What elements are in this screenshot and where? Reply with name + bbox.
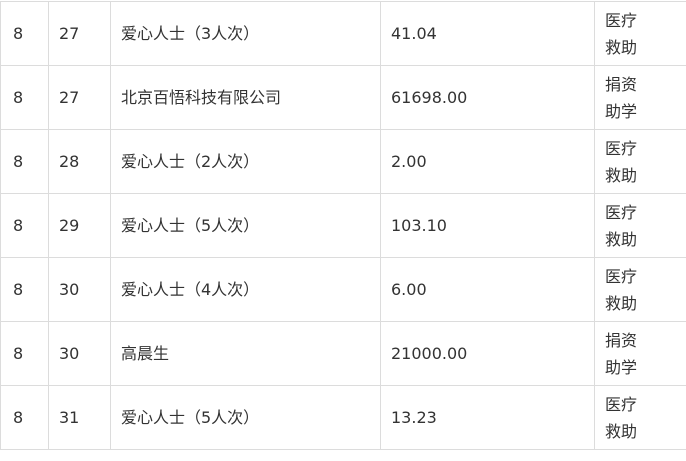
- purpose-cell-text: 医疗救助: [605, 394, 638, 441]
- day-cell: 30: [48, 257, 111, 322]
- amount-cell: 103.10: [380, 193, 595, 258]
- donor-cell-text: 高晨生: [121, 344, 170, 363]
- amount-cell: 6.00: [380, 257, 595, 322]
- amount-cell: 13.23: [380, 385, 595, 450]
- month-cell-text: 8: [13, 24, 24, 43]
- month-cell: 8: [0, 385, 49, 450]
- donor-cell-text: 北京百悟科技有限公司: [121, 88, 282, 107]
- purpose-cell: 医疗救助: [594, 1, 686, 66]
- day-cell: 27: [48, 1, 111, 66]
- table-row: 8 29 爱心人士（5人次） 103.10 医疗救助: [0, 193, 686, 258]
- donor-cell: 爱心人士（3人次）: [110, 1, 381, 66]
- purpose-cell-text: 医疗救助: [605, 202, 638, 249]
- amount-cell-text: 6.00: [391, 280, 427, 299]
- purpose-cell: 医疗救助: [594, 193, 686, 258]
- amount-cell: 61698.00: [380, 65, 595, 130]
- amount-cell-text: 13.23: [391, 408, 437, 427]
- donor-cell: 北京百悟科技有限公司: [110, 65, 381, 130]
- donor-cell-text: 爱心人士（2人次）: [121, 152, 260, 171]
- donor-cell-text: 爱心人士（3人次）: [121, 24, 260, 43]
- purpose-cell-text: 医疗救助: [605, 266, 638, 313]
- purpose-cell-text: 捐资助学: [605, 330, 638, 377]
- purpose-cell: 捐资助学: [594, 321, 686, 386]
- month-cell-text: 8: [13, 152, 24, 171]
- amount-cell: 21000.00: [380, 321, 595, 386]
- day-cell: 29: [48, 193, 111, 258]
- month-cell: 8: [0, 1, 49, 66]
- table-row: 8 28 爱心人士（2人次） 2.00 医疗救助: [0, 129, 686, 194]
- purpose-cell: 医疗救助: [594, 257, 686, 322]
- day-cell: 28: [48, 129, 111, 194]
- amount-cell-text: 2.00: [391, 152, 427, 171]
- donor-cell: 爱心人士（4人次）: [110, 257, 381, 322]
- amount-cell: 41.04: [380, 1, 595, 66]
- day-cell-text: 30: [59, 344, 80, 363]
- day-cell: 31: [48, 385, 111, 450]
- donor-cell: 高晨生: [110, 321, 381, 386]
- table-row: 8 30 爱心人士（4人次） 6.00 医疗救助: [0, 257, 686, 322]
- day-cell-text: 31: [59, 408, 80, 427]
- month-cell-text: 8: [13, 344, 24, 363]
- table-row: 8 27 爱心人士（3人次） 41.04 医疗救助: [0, 1, 686, 66]
- month-cell: 8: [0, 257, 49, 322]
- purpose-cell: 医疗救助: [594, 385, 686, 450]
- day-cell-text: 28: [59, 152, 80, 171]
- donor-cell-text: 爱心人士（5人次）: [121, 408, 260, 427]
- day-cell-text: 30: [59, 280, 80, 299]
- month-cell: 8: [0, 65, 49, 130]
- donor-cell: 爱心人士（2人次）: [110, 129, 381, 194]
- amount-cell: 2.00: [380, 129, 595, 194]
- day-cell-text: 27: [59, 88, 80, 107]
- amount-cell-text: 41.04: [391, 24, 437, 43]
- donor-cell: 爱心人士（5人次）: [110, 193, 381, 258]
- donor-cell: 爱心人士（5人次）: [110, 385, 381, 450]
- month-cell: 8: [0, 193, 49, 258]
- month-cell: 8: [0, 129, 49, 194]
- month-cell-text: 8: [13, 280, 24, 299]
- month-cell: 8: [0, 321, 49, 386]
- purpose-cell-text: 捐资助学: [605, 74, 638, 121]
- amount-cell-text: 61698.00: [391, 88, 468, 107]
- day-cell-text: 27: [59, 24, 80, 43]
- table-row: 8 27 北京百悟科技有限公司 61698.00 捐资助学: [0, 65, 686, 130]
- month-cell-text: 8: [13, 408, 24, 427]
- amount-cell-text: 21000.00: [391, 344, 468, 363]
- month-cell-text: 8: [13, 88, 24, 107]
- amount-cell-text: 103.10: [391, 216, 447, 235]
- purpose-cell-text: 医疗救助: [605, 138, 638, 185]
- day-cell: 27: [48, 65, 111, 130]
- donor-cell-text: 爱心人士（4人次）: [121, 280, 260, 299]
- month-cell-text: 8: [13, 216, 24, 235]
- table-row: 8 30 高晨生 21000.00 捐资助学: [0, 321, 686, 386]
- donation-table: 8 27 爱心人士（3人次） 41.04 医疗救助 8 27 北京百悟科技有限公司 61698.…: [0, 1, 686, 450]
- day-cell-text: 29: [59, 216, 80, 235]
- donor-cell-text: 爱心人士（5人次）: [121, 216, 260, 235]
- table-row: 8 31 爱心人士（5人次） 13.23 医疗救助: [0, 385, 686, 450]
- day-cell: 30: [48, 321, 111, 386]
- purpose-cell-text: 医疗救助: [605, 10, 638, 57]
- purpose-cell: 捐资助学: [594, 65, 686, 130]
- purpose-cell: 医疗救助: [594, 129, 686, 194]
